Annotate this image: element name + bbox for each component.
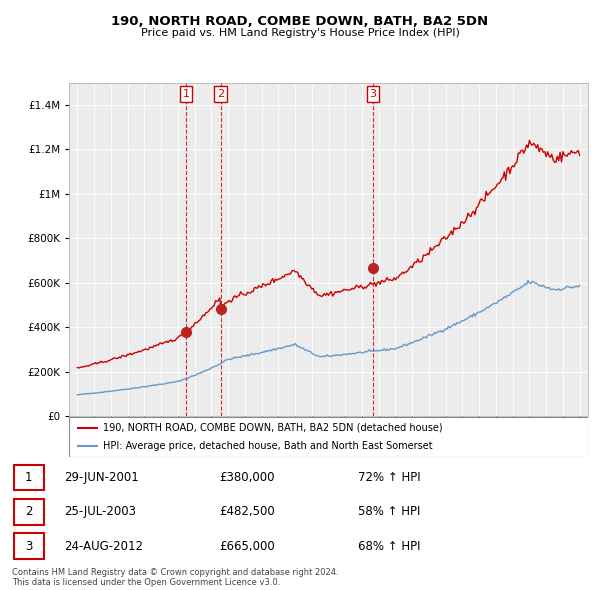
Text: £665,000: £665,000	[220, 540, 275, 553]
FancyBboxPatch shape	[14, 499, 44, 525]
Text: 25-JUL-2003: 25-JUL-2003	[64, 505, 136, 519]
Text: 68% ↑ HPI: 68% ↑ HPI	[358, 540, 420, 553]
Text: 190, NORTH ROAD, COMBE DOWN, BATH, BA2 5DN: 190, NORTH ROAD, COMBE DOWN, BATH, BA2 5…	[112, 15, 488, 28]
FancyBboxPatch shape	[14, 464, 44, 490]
Text: 2: 2	[25, 505, 32, 519]
Text: 72% ↑ HPI: 72% ↑ HPI	[358, 471, 420, 484]
Text: 1: 1	[25, 471, 32, 484]
Text: 1: 1	[182, 89, 190, 99]
Text: This data is licensed under the Open Government Licence v3.0.: This data is licensed under the Open Gov…	[12, 578, 280, 587]
Text: 2: 2	[217, 89, 224, 99]
Text: 29-JUN-2001: 29-JUN-2001	[64, 471, 139, 484]
Text: 58% ↑ HPI: 58% ↑ HPI	[358, 505, 420, 519]
Text: £380,000: £380,000	[220, 471, 275, 484]
Text: 190, NORTH ROAD, COMBE DOWN, BATH, BA2 5DN (detached house): 190, NORTH ROAD, COMBE DOWN, BATH, BA2 5…	[103, 423, 442, 433]
Text: HPI: Average price, detached house, Bath and North East Somerset: HPI: Average price, detached house, Bath…	[103, 441, 433, 451]
Text: 3: 3	[370, 89, 376, 99]
Text: Contains HM Land Registry data © Crown copyright and database right 2024.: Contains HM Land Registry data © Crown c…	[12, 568, 338, 576]
Text: 3: 3	[25, 540, 32, 553]
Text: 24-AUG-2012: 24-AUG-2012	[64, 540, 143, 553]
Text: Price paid vs. HM Land Registry's House Price Index (HPI): Price paid vs. HM Land Registry's House …	[140, 28, 460, 38]
Text: £482,500: £482,500	[220, 505, 275, 519]
FancyBboxPatch shape	[14, 533, 44, 559]
